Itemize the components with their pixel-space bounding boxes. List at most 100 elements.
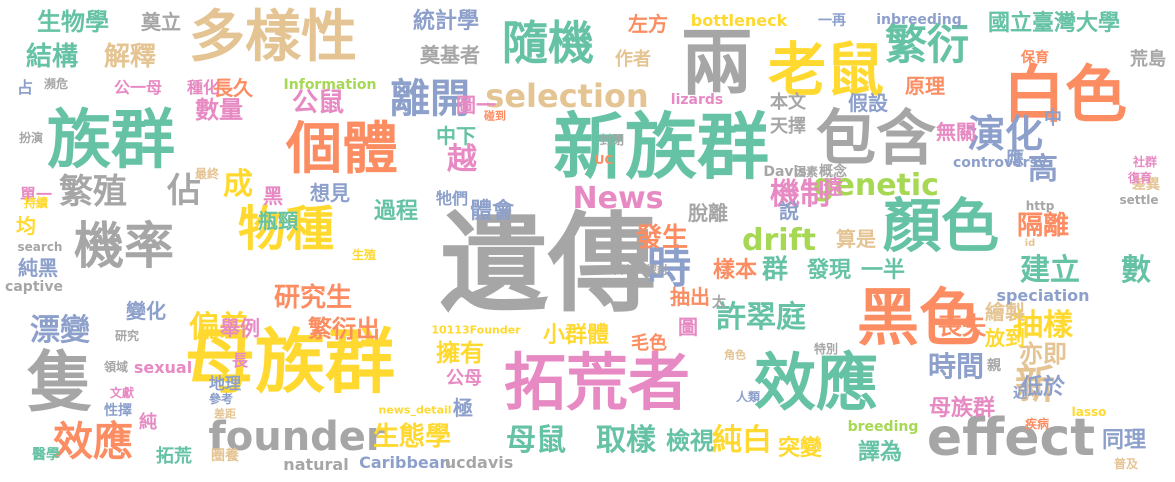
word: settle (1119, 193, 1159, 207)
word: 均 (16, 214, 36, 238)
word: UC (594, 153, 614, 167)
word: search (17, 240, 63, 254)
word: 群 (761, 255, 789, 285)
word: 同理 (1101, 428, 1147, 453)
word: 黑 (263, 184, 283, 208)
word: 無關 (936, 120, 976, 144)
word: 越 (447, 142, 477, 177)
word: 地理 (208, 374, 242, 393)
word: 黑色 (856, 281, 982, 354)
word: 族群 (47, 104, 175, 178)
word: 單一 (19, 185, 53, 204)
word: 近 (1013, 386, 1027, 402)
word: 領域 (103, 360, 129, 374)
word: 研究 (114, 329, 140, 343)
word: 繪製 (985, 300, 1025, 324)
word: 偏差 (189, 310, 249, 345)
word: 時間 (927, 350, 985, 383)
word: 圈養 (211, 448, 239, 464)
word: 中 (1044, 108, 1062, 129)
word: 放到 (985, 326, 1025, 350)
word: 機制 (770, 177, 830, 212)
word: 持續 (23, 196, 49, 210)
word: 兩 (680, 21, 754, 105)
word: 扮演 (18, 131, 44, 145)
word: 假設 (848, 91, 888, 115)
word: 母鼠 (506, 423, 566, 458)
word: 效應 (53, 419, 133, 465)
word: 中下 (436, 124, 476, 148)
word: 天擇 (770, 116, 806, 137)
word: 繁衍出 (308, 315, 380, 343)
word: 原理 (905, 74, 945, 98)
word: 高 (1028, 152, 1058, 187)
word: 瓶頸 (258, 209, 298, 233)
word: 喪失 (938, 312, 986, 340)
word: 母族群 (185, 321, 395, 403)
word: 純白 (712, 423, 772, 458)
word: 遺傳 (439, 202, 657, 327)
word: 概念 (819, 164, 847, 180)
word: 疾病 (1024, 417, 1050, 431)
word: 占 (16, 78, 34, 97)
word: 白色 (1002, 58, 1128, 131)
word: 文獻 (109, 386, 135, 400)
word: 人類 (735, 390, 761, 404)
word: breeding (847, 419, 919, 435)
word: 10113Founder (431, 323, 521, 337)
word: 本文 (770, 92, 806, 113)
word: 國立臺灣大學 (987, 11, 1121, 36)
word: 亦即 (1019, 340, 1067, 368)
word: 探討 (646, 263, 668, 277)
word: http (1025, 199, 1055, 213)
word: 毛色 (631, 333, 667, 354)
word: 隻 (27, 344, 93, 421)
word: Caribbean (359, 453, 451, 472)
word: 物種 (237, 201, 335, 257)
word: 遠 (823, 175, 843, 199)
word: 數 (1121, 253, 1151, 288)
word: 建立 (1020, 253, 1080, 288)
word: 個體 (286, 117, 398, 182)
word: 新族群 (552, 105, 770, 189)
word: 參考 (208, 392, 234, 406)
word: Davis (763, 164, 807, 180)
word: lasso (1071, 405, 1107, 419)
word: 一再 (818, 13, 846, 29)
word: 長久 (213, 76, 253, 100)
word: 樣本 (712, 258, 758, 283)
word: 生物學 (37, 8, 109, 36)
word: 統計學 (412, 9, 480, 34)
word: 特別 (813, 342, 839, 356)
word: 包含 (816, 104, 936, 174)
word: 抽樣 (1013, 308, 1073, 343)
word: 佔 (167, 171, 201, 211)
word: 作者 (615, 49, 651, 70)
word: 演化 (966, 112, 1044, 156)
word: 擁有 (436, 339, 484, 367)
word: 角色 (724, 348, 746, 362)
word: 應 (1006, 148, 1024, 169)
word: 低於 (1020, 375, 1066, 400)
word: 拓荒 (156, 446, 192, 467)
word: 左方 (628, 12, 668, 36)
word: 隨機 (502, 16, 594, 70)
word: 取樣 (596, 423, 656, 458)
word: 極 (453, 396, 473, 420)
word: Information (283, 77, 377, 93)
word: 隔離 (1016, 211, 1070, 241)
word: 醫學 (32, 447, 60, 463)
word: controversy (952, 155, 1048, 171)
word: 因素 (793, 165, 819, 179)
word: 算是 (836, 227, 876, 251)
word: 顏色 (882, 192, 1000, 260)
word: 一半 (860, 258, 906, 283)
word: 想見 (310, 181, 350, 205)
word: 復育 (1127, 171, 1153, 185)
word: 譯為 (857, 440, 903, 465)
word: 變化 (126, 299, 166, 323)
word: 脫離 (688, 201, 728, 225)
word: 過程 (373, 199, 419, 224)
word: id (1024, 238, 1036, 249)
